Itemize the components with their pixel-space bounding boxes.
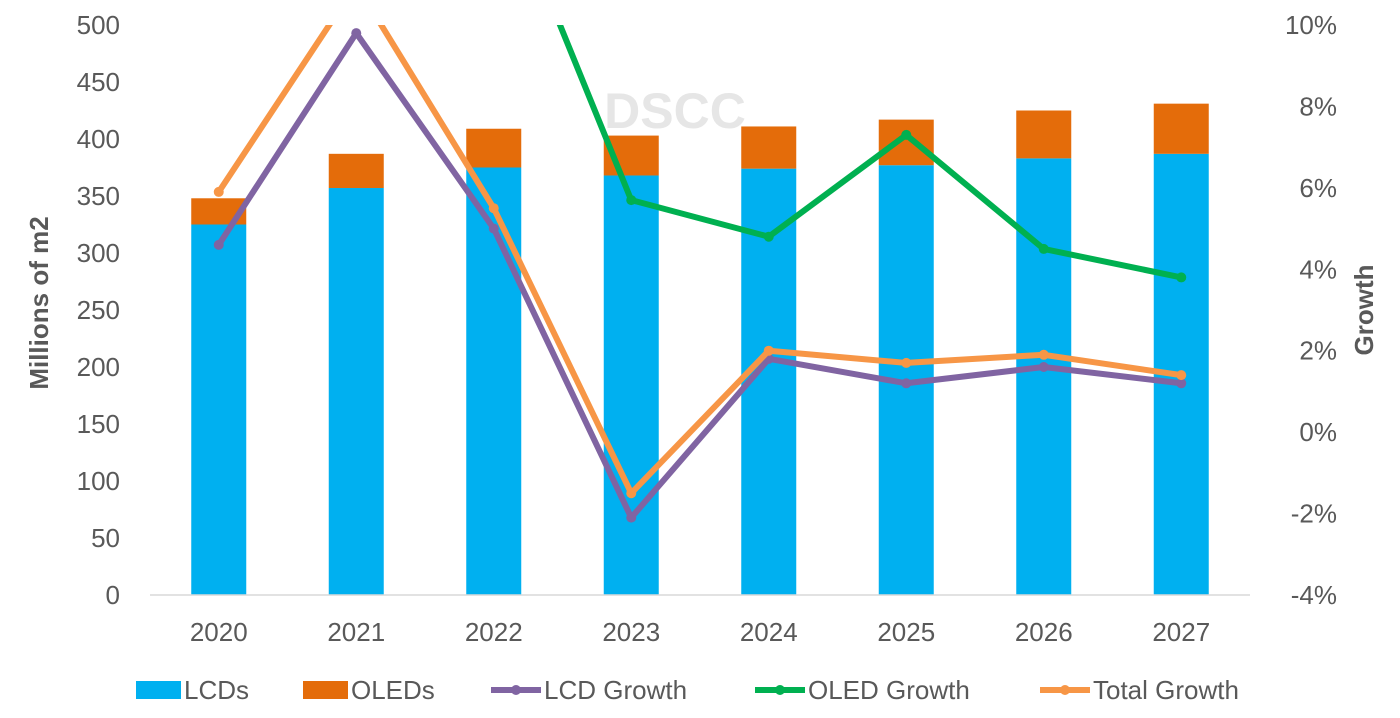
point-total-growth-2022 — [488, 203, 499, 214]
bar-oleds-2026 — [1016, 110, 1072, 159]
point-oled-growth-2027 — [1176, 272, 1187, 283]
bar-oleds-2025 — [878, 119, 934, 166]
y-tick-label: 450 — [77, 67, 120, 97]
point-lcd-growth-2026 — [1038, 362, 1049, 372]
y-tick-label: 400 — [77, 124, 120, 154]
x-tick-label: 2023 — [602, 617, 660, 647]
x-tick-label: 2026 — [1015, 617, 1073, 647]
bar-lcds-2020 — [191, 224, 247, 595]
legend-swatch-lcds — [136, 681, 181, 699]
legend-marker-total-growth — [1060, 685, 1070, 695]
line-total-growth — [215, 25, 1185, 497]
y-tick-label: 200 — [77, 352, 120, 382]
x-tick-label: 2025 — [877, 617, 935, 647]
x-axis-ticks: 2020 2021 2022 2023 2024 2025 2026 2027 — [190, 617, 1210, 647]
y2-tick-label: 0% — [1299, 417, 1337, 447]
legend-marker-oled-growth — [775, 685, 785, 695]
point-lcd-growth-2020 — [213, 239, 224, 250]
point-total-growth-2020 — [213, 186, 224, 197]
y-tick-label: 500 — [77, 10, 120, 40]
y-tick-label: 50 — [91, 523, 120, 553]
y2-tick-label: 10% — [1285, 10, 1337, 40]
point-total-growth-2023 — [626, 488, 637, 499]
legend: LCDs OLEDs LCD Growth OLED Growth Total Grow… — [136, 675, 1239, 705]
line-lcd-growth — [215, 30, 1185, 521]
point-total-growth-2024 — [763, 345, 774, 356]
x-tick-label: 2027 — [1152, 617, 1210, 647]
bar-oleds-2027 — [1153, 103, 1209, 154]
legend-label-oled-growth: OLED Growth — [808, 675, 970, 705]
y2-tick-label: 2% — [1299, 336, 1337, 366]
bars-group — [191, 103, 1209, 596]
y-axis-title: Millions of m2 — [24, 216, 54, 389]
lines-group — [213, 25, 1187, 523]
bar-oleds-2024 — [741, 126, 797, 169]
x-tick-label: 2021 — [327, 617, 385, 647]
point-total-growth-2027 — [1176, 370, 1187, 381]
line-oled-growth — [556, 25, 1185, 281]
y2-tick-label: -2% — [1291, 499, 1337, 529]
y2-axis-title: Growth — [1349, 265, 1379, 356]
y-tick-label: 0 — [106, 580, 120, 610]
x-tick-label: 2022 — [465, 617, 523, 647]
legend-label-lcd-growth: LCD Growth — [544, 675, 687, 705]
point-oled-growth-2025 — [901, 129, 912, 140]
y2-tick-label: 4% — [1299, 254, 1337, 284]
y2-tick-label: -4% — [1291, 580, 1337, 610]
y-axis-ticks: 0 50 100 150 200 250 300 350 400 450 500 — [77, 10, 120, 610]
y2-tick-label: 8% — [1299, 91, 1337, 121]
legend-marker-lcd-growth — [511, 685, 521, 695]
point-lcd-growth-2025 — [901, 378, 912, 389]
legend-swatch-oleds — [303, 681, 348, 699]
y-tick-label: 100 — [77, 466, 120, 496]
bar-lcds-2021 — [328, 188, 384, 595]
y-tick-label: 250 — [77, 295, 120, 325]
x-tick-label: 2024 — [740, 617, 798, 647]
point-oled-growth-2024 — [763, 231, 774, 242]
watermark: DSCC — [604, 83, 746, 139]
bar-lcds-2026 — [1016, 158, 1072, 595]
y2-axis-ticks: -4% -2% 0% 2% 4% 6% 8% 10% — [1285, 10, 1337, 610]
y-tick-label: 350 — [77, 181, 120, 211]
point-lcd-growth-2021 — [351, 28, 362, 39]
bar-oleds-2022 — [466, 128, 522, 168]
point-lcd-growth-2023 — [626, 512, 637, 523]
legend-label-total-growth: Total Growth — [1093, 675, 1239, 705]
point-lcd-growth-2022 — [488, 223, 499, 234]
legend-label-lcds: LCDs — [184, 675, 249, 705]
point-total-growth-2026 — [1038, 349, 1049, 360]
y2-tick-label: 6% — [1299, 173, 1337, 203]
point-lcd-growth-2027 — [1176, 378, 1187, 389]
bar-lcds-2023 — [603, 175, 659, 596]
legend-label-oleds: OLEDs — [351, 675, 435, 705]
bar-oleds-2021 — [328, 153, 384, 189]
y-tick-label: 150 — [77, 409, 120, 439]
point-oled-growth-2026 — [1038, 243, 1049, 254]
bar-lcds-2022 — [466, 167, 522, 595]
x-tick-label: 2020 — [190, 617, 248, 647]
y-tick-label: 300 — [77, 238, 120, 268]
point-total-growth-2025 — [901, 357, 912, 368]
point-oled-growth-2023 — [626, 195, 637, 206]
